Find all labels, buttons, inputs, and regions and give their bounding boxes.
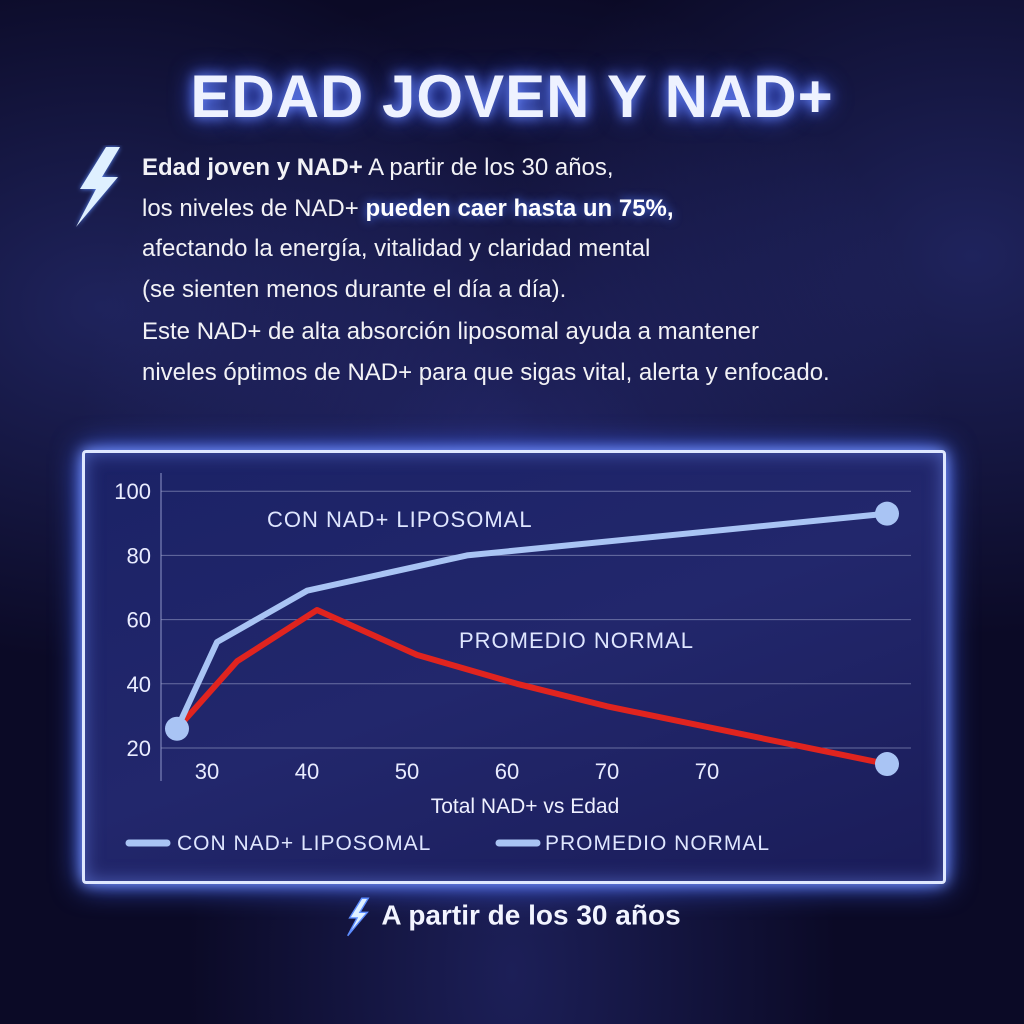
body-line: niveles óptimos de NAD+ para que sigas v… <box>142 358 830 386</box>
y-tick-label: 20 <box>127 736 151 761</box>
body-line: Este NAD+ de alta absorción liposomal ay… <box>142 318 760 345</box>
footer-caption: A partir de los 30 años <box>0 896 1024 938</box>
x-tick-label: 70 <box>695 759 719 784</box>
series-annotation-liposomal: CON NAD+ LIPOSOMAL <box>267 507 533 532</box>
description-text: Edad joven y NAD+ A partir de los 30 año… <box>142 148 830 393</box>
data-point-start <box>165 716 189 741</box>
series-line-normal <box>174 606 890 768</box>
data-point-liposomal-end <box>875 501 899 526</box>
x-tick-label: 50 <box>395 759 419 784</box>
body-line: los niveles de NAD+ <box>142 194 366 222</box>
line-chart: 100 80 60 40 20 30 40 50 60 70 70 Total NAD+ vs Eda… <box>114 473 911 855</box>
body-line: (se sienten menos durante el día a día). <box>142 275 567 303</box>
y-tick-label: 40 <box>127 672 151 697</box>
page-title: EDAD JOVEN Y NAD+ <box>190 63 834 130</box>
body-bold-heading: Edad joven y NAD+ <box>142 154 363 181</box>
chart-panel: 100 80 60 40 20 30 40 50 60 70 70 Total NAD+ vs Eda… <box>82 450 946 884</box>
lightning-bolt-icon <box>76 147 120 227</box>
x-axis-label: Total NAD+ vs Edad <box>431 795 620 818</box>
footer-text: A partir de los 30 años <box>381 899 681 931</box>
y-tick-label: 80 <box>127 543 151 568</box>
x-tick-label: 60 <box>495 759 519 784</box>
series-line-liposomal <box>174 510 890 732</box>
lightning-bolt-icon <box>347 897 370 937</box>
y-tick-label: 100 <box>114 479 151 504</box>
legend-label-normal: PROMEDIO NORMAL <box>545 832 770 855</box>
data-point-normal-end <box>875 752 899 777</box>
x-tick-label: 40 <box>295 759 319 784</box>
legend-label-liposomal: CON NAD+ LIPOSOMAL <box>177 832 431 855</box>
x-tick-label: 30 <box>195 759 219 784</box>
body-line: A partir de los 30 años, <box>362 154 614 181</box>
y-tick-label: 60 <box>127 608 151 633</box>
body-highlight: pueden caer hasta un 75%, <box>365 194 674 222</box>
series-annotation-normal: PROMEDIO NORMAL <box>459 628 694 653</box>
x-tick-label: 70 <box>595 759 619 784</box>
body-line: afectando la energía, vitalidad y clarid… <box>142 235 651 262</box>
